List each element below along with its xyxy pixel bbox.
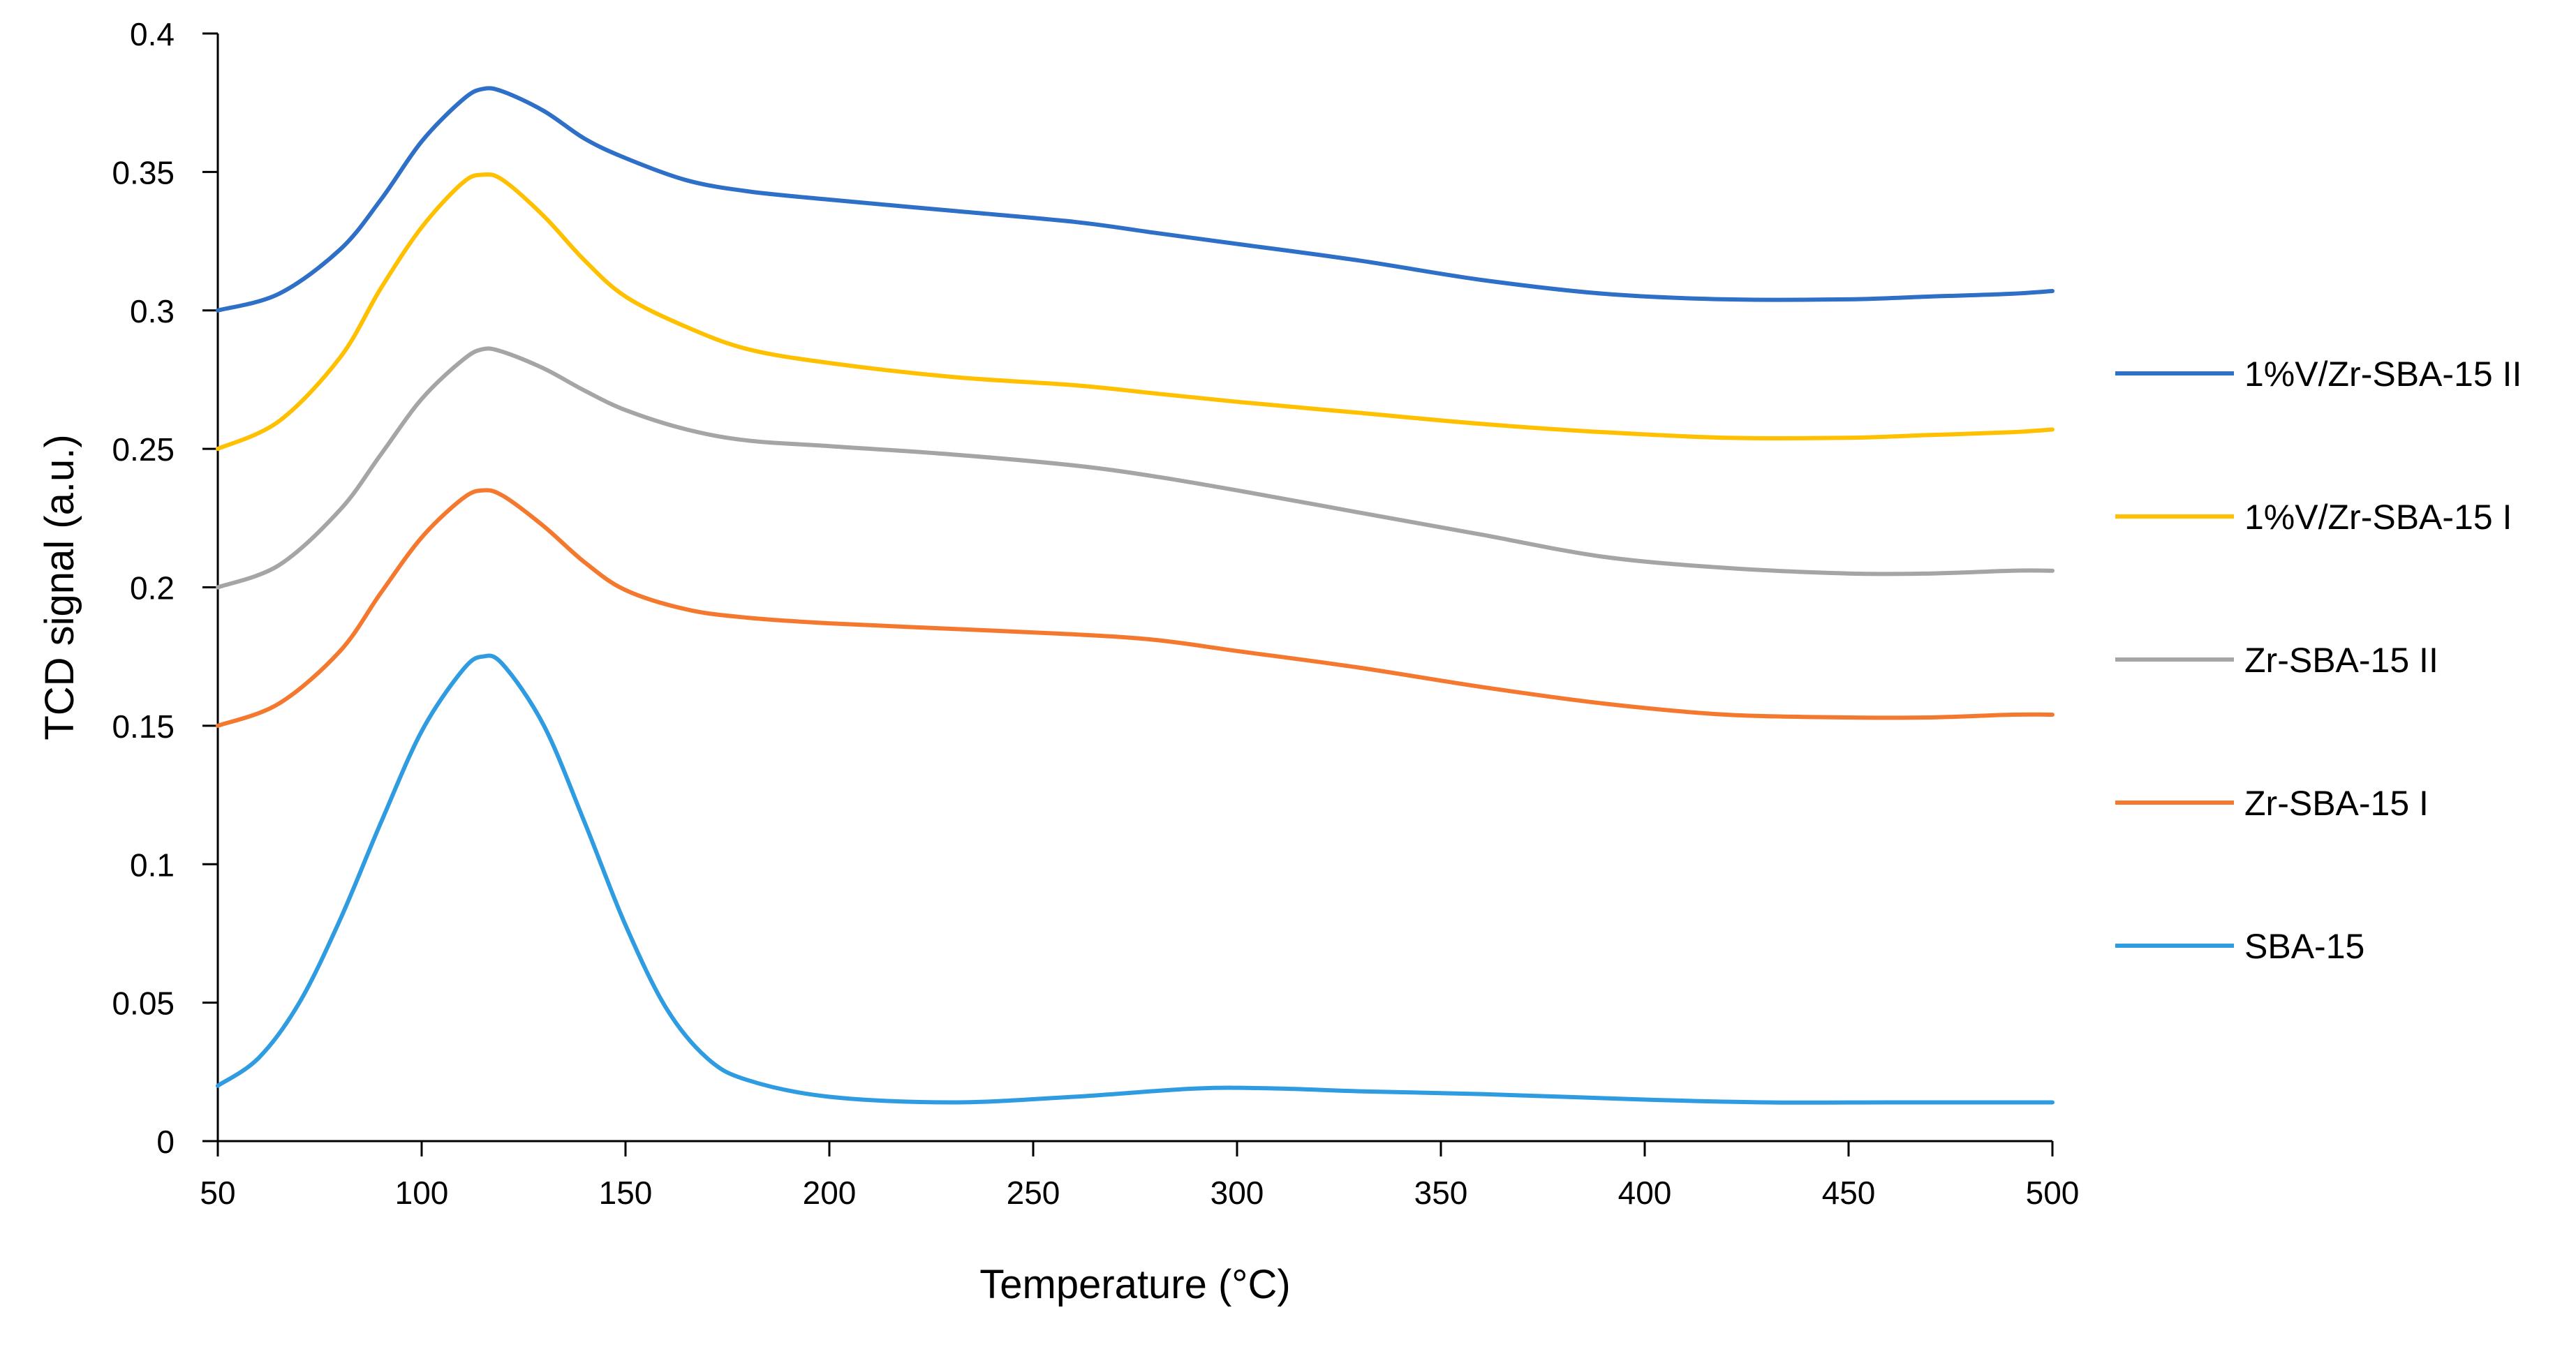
legend-label-1-v-zr-sba-15-i: 1%V/Zr-SBA-15 I (2244, 498, 2512, 537)
y-tick-label: 0.35 (112, 154, 175, 191)
y-tick-label: 0.2 (130, 570, 175, 606)
y-tick-label: 0.15 (112, 708, 175, 745)
y-axis-title: TCD signal (a.u.) (37, 434, 82, 740)
legend-label-zr-sba-15-i: Zr-SBA-15 I (2244, 784, 2429, 823)
x-tick-label: 250 (1007, 1175, 1060, 1211)
legend-label-sba-15: SBA-15 (2244, 927, 2364, 966)
x-axis-title: Temperature (°C) (979, 1262, 1290, 1307)
series-line-zr-sba-15-i (216, 488, 2055, 728)
y-tick-label: 0 (156, 1124, 175, 1160)
legend: 1%V/Zr-SBA-15 II 1%V/Zr-SBA-15 I Zr-SBA-15… (2115, 355, 2522, 966)
y-axis-ticks: 0 0.05 0.1 0.15 0.2 0.25 0.3 0.35 0.4 (112, 16, 218, 1160)
x-tick-label: 450 (1822, 1175, 1876, 1211)
series-line-1-v-zr-sba-15-ii (216, 86, 2055, 313)
axes (216, 34, 2052, 1143)
y-tick-label: 0.1 (130, 847, 175, 883)
y-tick-label: 0.25 (112, 431, 175, 468)
y-tick-label: 0.3 (130, 293, 175, 329)
y-tick-label: 0.05 (112, 985, 175, 1022)
series-line-zr-sba-15-ii (216, 346, 2055, 590)
legend-label-zr-sba-15-ii: Zr-SBA-15 II (2244, 641, 2438, 680)
plot-area (216, 86, 2055, 1105)
x-tick-label: 50 (200, 1175, 235, 1211)
y-tick-label: 0.4 (130, 16, 175, 52)
x-axis-ticks: 50 100 150 200 250 300 350 400 450 500 (200, 1141, 2079, 1211)
x-tick-label: 400 (1618, 1175, 1672, 1211)
x-tick-label: 350 (1414, 1175, 1468, 1211)
x-tick-label: 500 (2026, 1175, 2080, 1211)
x-tick-label: 100 (395, 1175, 449, 1211)
x-tick-label: 300 (1211, 1175, 1264, 1211)
x-tick-label: 150 (599, 1175, 653, 1211)
series-line-sba-15 (216, 653, 2055, 1105)
legend-label-1-v-zr-sba-15-ii: 1%V/Zr-SBA-15 II (2244, 355, 2522, 394)
series-line-1-v-zr-sba-15-i (216, 172, 2055, 452)
x-tick-label: 200 (803, 1175, 857, 1211)
